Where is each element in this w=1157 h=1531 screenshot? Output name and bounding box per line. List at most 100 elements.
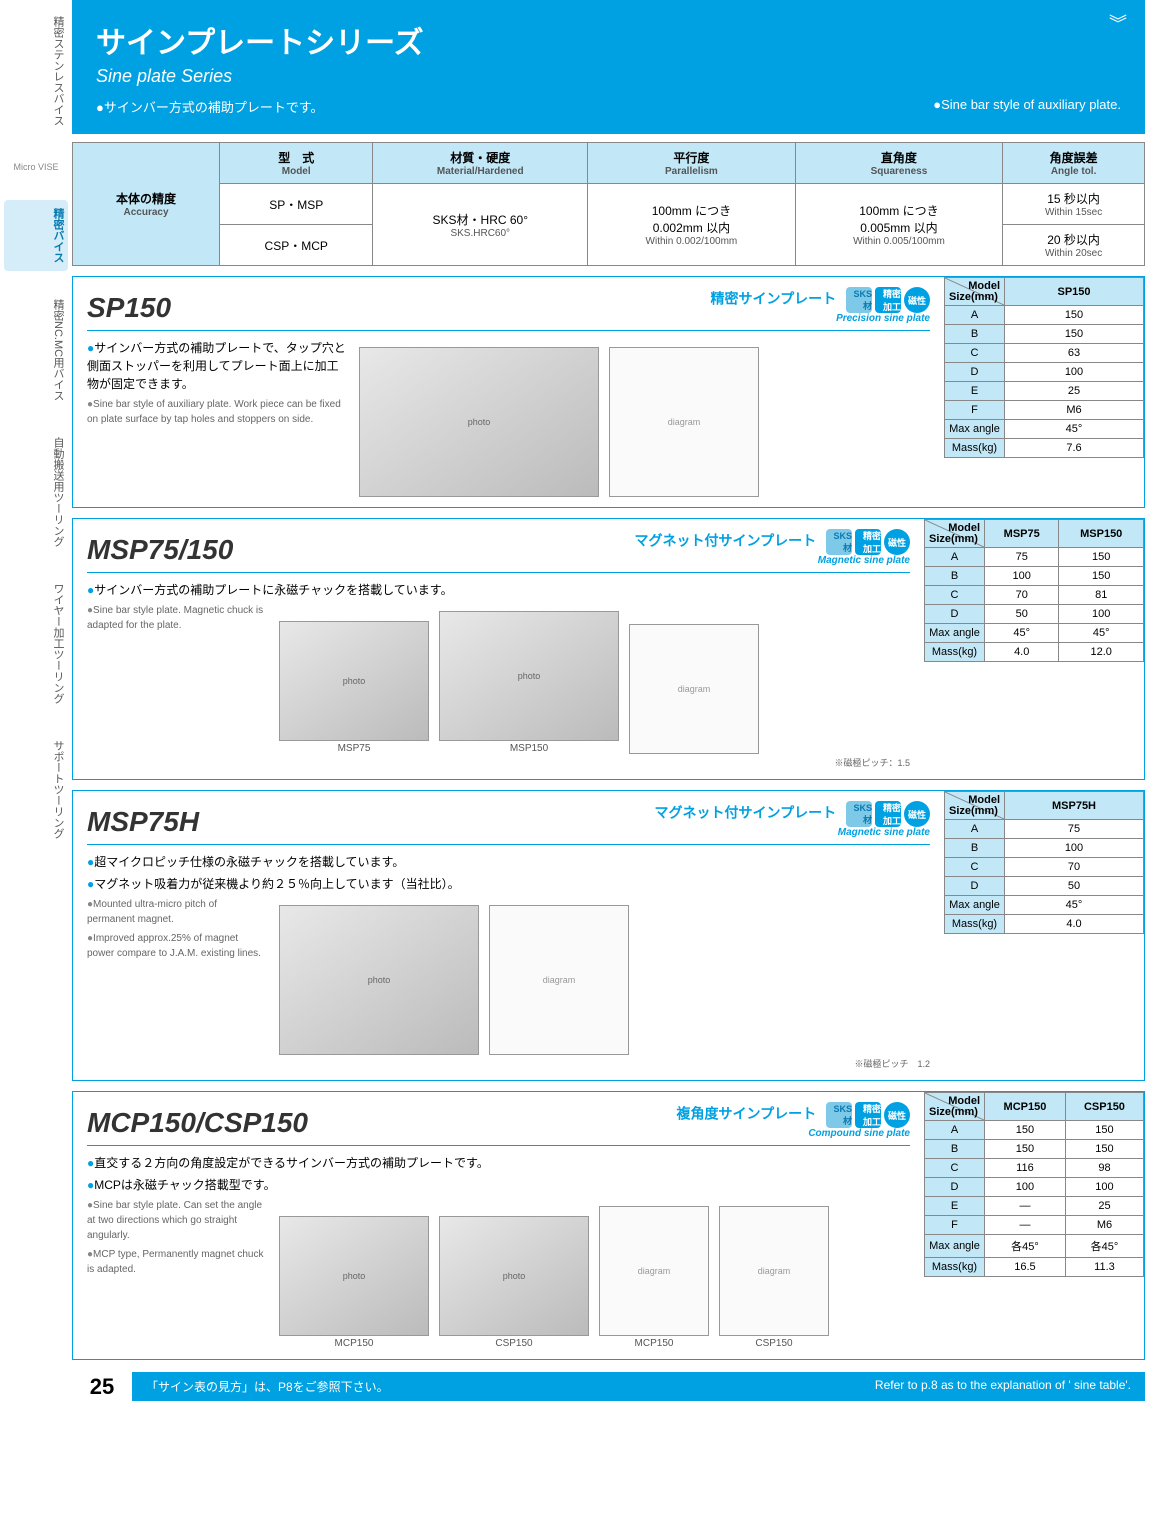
image-label: MSP150	[439, 743, 619, 754]
spec-rowhdr: F	[925, 1216, 985, 1235]
image-area: photoMSP75photoMSP150diagram	[279, 611, 759, 754]
bullet-jp: MCPは永磁チャック搭載型です。	[87, 1176, 910, 1194]
accuracy-col: 角度誤差Angle tol.	[1003, 143, 1145, 184]
product-type: 精密サインプレート SKS材精密加工磁性Precision sine plate	[711, 287, 930, 324]
badge-icon: 磁性	[884, 1102, 910, 1128]
badge-icon: 精密加工	[875, 287, 901, 313]
sidebar-item[interactable]: 自動搬送用ツーリング	[4, 429, 68, 555]
spec-cell: 100	[1005, 363, 1144, 382]
spec-rowhdr: F	[945, 401, 1005, 420]
spec-rowhdr: C	[945, 858, 1005, 877]
sidebar-item[interactable]: サポートツーリング	[4, 732, 68, 847]
product-MSP75H: MSP75Hマグネット付サインプレート SKS材精密加工磁性Magnetic s…	[72, 790, 1145, 1081]
bullet-jp: サインバー方式の補助プレートに永磁チャックを搭載しています。	[87, 581, 910, 599]
spec-rowhdr: D	[925, 605, 985, 624]
spec-col: MSP150	[1059, 520, 1144, 548]
badge-icon: 精密加工	[855, 529, 881, 555]
spec-cell: 4.0	[985, 643, 1059, 662]
spec-rowhdr: A	[945, 820, 1005, 839]
spec-rowhdr: A	[945, 306, 1005, 325]
bullet-en: MCP type, Permanently magnet chuck is ad…	[87, 1247, 267, 1277]
sidebar-item[interactable]: Micro VISE	[4, 154, 68, 180]
note: ※磁極ピッチ 1.2	[87, 1057, 930, 1070]
spec-corner: ModelSize(mm)	[925, 1093, 985, 1121]
spec-cell: 12.0	[1059, 643, 1144, 662]
sidebar-item[interactable]: 精密NC.MC用バイス	[4, 291, 68, 409]
spec-cell: 150	[1059, 548, 1144, 567]
spec-cell: 150	[1065, 1140, 1143, 1159]
product-type: マグネット付サインプレート SKS材精密加工磁性Magnetic sine pl…	[655, 801, 930, 838]
spec-rowhdr: B	[925, 1140, 985, 1159]
bullet-jp: 直交する２方向の角度設定ができるサインバー方式の補助プレートです。	[87, 1154, 910, 1172]
spec-cell: 98	[1065, 1159, 1143, 1178]
spec-cell: 100	[985, 1178, 1066, 1197]
product-diagram: diagram	[629, 624, 759, 754]
spec-cell: 45°	[985, 624, 1059, 643]
spec-cell: 各45°	[1065, 1235, 1143, 1258]
badge-icon: SKS材	[826, 529, 852, 555]
bullets-en: Sine bar style plate. Magnetic chuck is …	[87, 603, 267, 754]
subtitle-jp: ●サインバー方式の補助プレートです。	[96, 97, 324, 116]
badge-icon: 磁性	[884, 529, 910, 555]
product-diagram: diagram	[719, 1206, 829, 1336]
spec-rowhdr: D	[925, 1178, 985, 1197]
spec-cell: 100	[1059, 605, 1144, 624]
spec-rowhdr: Mass(kg)	[945, 439, 1005, 458]
footer-en: Refer to p.8 as to the explanation of ' …	[875, 1378, 1131, 1395]
bullet-jp: マグネット吸着力が従来機より約２５％向上しています（当社比）。	[87, 875, 930, 893]
spec-cell: 45°	[1005, 896, 1144, 915]
spec-rowhdr: B	[945, 839, 1005, 858]
cell: 100mm につき0.005mm 以内Within 0.005/100mm	[795, 184, 1003, 266]
bullets: サインバー方式の補助プレートに永磁チャックを搭載しています。	[87, 581, 910, 599]
spec-rowhdr: B	[925, 567, 985, 586]
spec-corner: ModelSize(mm)	[945, 792, 1005, 820]
product-photo: photo	[279, 905, 479, 1055]
spec-cell: —	[985, 1216, 1066, 1235]
spec-rowhdr: A	[925, 1121, 985, 1140]
badge-icon: 精密加工	[875, 801, 901, 827]
badge-icon: 磁性	[904, 801, 930, 827]
spec-rowhdr: D	[945, 877, 1005, 896]
accuracy-col: 材質・硬度Material/Hardened	[373, 143, 588, 184]
sidebar: 精密ステンレスバイス Micro VISE 精密バイス精密NC.MC用バイス自動搬送…	[0, 0, 72, 1413]
product-MSP75/150: MSP75/150マグネット付サインプレート SKS材精密加工磁性Magneti…	[72, 518, 1145, 780]
sidebar-item[interactable]: 精密ステンレスバイス	[4, 8, 68, 134]
title-en: Sine plate Series	[96, 66, 1121, 87]
sidebar-item[interactable]: 精密バイス	[4, 200, 68, 271]
accuracy-table: 本体の精度Accuracy型 式Model材質・硬度Material/Harde…	[72, 142, 1145, 266]
spec-cell: 50	[1005, 877, 1144, 896]
spec-rowhdr: Max angle	[925, 1235, 985, 1258]
spec-rowhdr: Max angle	[945, 896, 1005, 915]
product-SP150: SP150 精密サインプレート SKS材精密加工磁性Precision sine …	[72, 276, 1145, 508]
product-photo: photo	[359, 347, 599, 497]
spec-cell: 25	[1005, 382, 1144, 401]
bullet-en: Sine bar style plate. Can set the angle …	[87, 1198, 267, 1243]
spec-cell: 16.5	[985, 1258, 1066, 1277]
product-diagram: diagram	[599, 1206, 709, 1336]
image-label: MSP75	[279, 743, 429, 754]
spec-col: SP150	[1005, 278, 1144, 306]
subtitle-en: ●Sine bar style of auxiliary plate.	[933, 97, 1121, 116]
spec-rowhdr: E	[945, 382, 1005, 401]
cell: 15 秒以内Within 15sec	[1003, 184, 1145, 225]
spec-rowhdr: Max angle	[945, 420, 1005, 439]
bullet-jp: 超マイクロピッチ仕様の永磁チャックを搭載しています。	[87, 853, 930, 871]
image-area: photodiagram	[359, 347, 759, 497]
spec-cell: 70	[985, 586, 1059, 605]
chevron-down-icon: ︾	[1109, 10, 1127, 36]
spec-cell: M6	[1065, 1216, 1143, 1235]
spec-table: ModelSize(mm)MCP150CSP150A150150B150150C…	[924, 1092, 1144, 1277]
spec-cell: 150	[1005, 306, 1144, 325]
cell: SKS材・HRC 60°SKS.HRC60°	[373, 184, 588, 266]
spec-corner: ModelSize(mm)	[925, 520, 985, 548]
cell: 100mm につき0.002mm 以内Within 0.002/100mm	[588, 184, 796, 266]
spec-rowhdr: Mass(kg)	[945, 915, 1005, 934]
image-label: CSP150	[439, 1338, 589, 1349]
spec-cell: 75	[985, 548, 1059, 567]
bullets: 直交する２方向の角度設定ができるサインバー方式の補助プレートです。 MCPは永磁チ…	[87, 1154, 910, 1194]
sidebar-item[interactable]: ワイヤー加工ツーリング	[4, 575, 68, 712]
accuracy-rowhdr: 本体の精度Accuracy	[73, 143, 220, 266]
badge-icon: 磁性	[904, 287, 930, 313]
spec-rowhdr: C	[945, 344, 1005, 363]
spec-cell: 100	[1005, 839, 1144, 858]
